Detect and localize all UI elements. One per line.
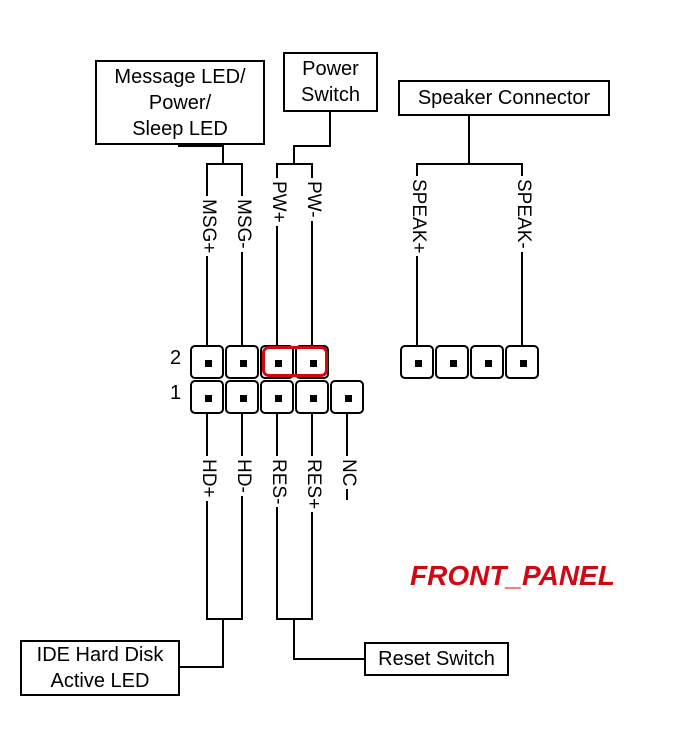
row-number-1: 1: [170, 382, 181, 405]
line: [180, 666, 224, 668]
pin: [505, 345, 539, 379]
pin-dot: [205, 395, 212, 402]
speaker-box: Speaker Connector: [398, 80, 610, 116]
pin: [190, 380, 224, 414]
pin-label-res-plus: RES+: [302, 456, 324, 512]
pin: [225, 345, 259, 379]
pin-label-msg-plus: MSG+: [197, 196, 219, 256]
pin: [295, 380, 329, 414]
power-switch-box: Power Switch: [283, 52, 378, 112]
line: [293, 658, 364, 660]
pin-label-speak-minus: SPEAK-: [512, 176, 534, 252]
row-number-2: 2: [170, 347, 181, 370]
pin: [260, 380, 294, 414]
pin: [400, 345, 434, 379]
pin-dot: [415, 360, 422, 367]
pin-label-speak-plus: SPEAK+: [407, 176, 429, 256]
pin: [330, 380, 364, 414]
msg-led-line2: Power/: [149, 90, 211, 116]
pin-dot: [310, 395, 317, 402]
pin: [470, 345, 504, 379]
pin-label-res-minus: RES-: [267, 456, 289, 507]
line: [222, 145, 224, 165]
pin-dot: [485, 360, 492, 367]
power-switch-line1: Power: [302, 56, 359, 82]
power-switch-line2: Switch: [301, 82, 360, 108]
pin-label-pw-plus: PW+: [267, 178, 289, 226]
line: [276, 414, 278, 620]
diagram-canvas: Message LED/ Power/ Sleep LED Power Swit…: [0, 0, 688, 734]
pin: [190, 345, 224, 379]
msg-led-box: Message LED/ Power/ Sleep LED: [95, 60, 265, 145]
msg-led-line3: Sleep LED: [132, 116, 228, 142]
ide-hd-box: IDE Hard Disk Active LED: [20, 640, 180, 696]
line: [468, 116, 470, 165]
line: [293, 145, 295, 165]
msg-led-line1: Message LED/: [114, 64, 245, 90]
reset-switch-box: Reset Switch: [364, 642, 509, 676]
front-panel-title: FRONT_PANEL: [410, 560, 615, 592]
pin-label-hd-plus: HD+: [197, 456, 219, 501]
line: [206, 163, 243, 165]
pin-dot: [205, 360, 212, 367]
reset-switch-line1: Reset Switch: [378, 646, 495, 672]
line: [206, 414, 208, 620]
pin-dot: [520, 360, 527, 367]
line: [241, 163, 243, 345]
pin-label-hd-minus: HD-: [232, 456, 254, 496]
pin-dot: [450, 360, 457, 367]
line: [293, 618, 295, 660]
line: [293, 145, 331, 147]
pin-dot: [240, 395, 247, 402]
line: [329, 112, 331, 147]
pin-dot: [240, 360, 247, 367]
speaker-line1: Speaker Connector: [418, 85, 590, 111]
pin-label-nc: NC: [337, 456, 359, 489]
pin: [435, 345, 469, 379]
ide-hd-line2: Active LED: [51, 668, 150, 694]
ide-hd-line1: IDE Hard Disk: [37, 642, 164, 668]
pin-dot: [345, 395, 352, 402]
pin-dot: [275, 395, 282, 402]
pin-label-pw-minus: PW-: [302, 178, 324, 221]
line: [241, 414, 243, 620]
highlight-pw-pins: [262, 346, 328, 377]
pin: [225, 380, 259, 414]
pin-label-msg-minus: MSG-: [232, 196, 254, 252]
line: [206, 618, 243, 620]
line: [222, 618, 224, 668]
line: [311, 414, 313, 620]
line: [178, 145, 224, 147]
